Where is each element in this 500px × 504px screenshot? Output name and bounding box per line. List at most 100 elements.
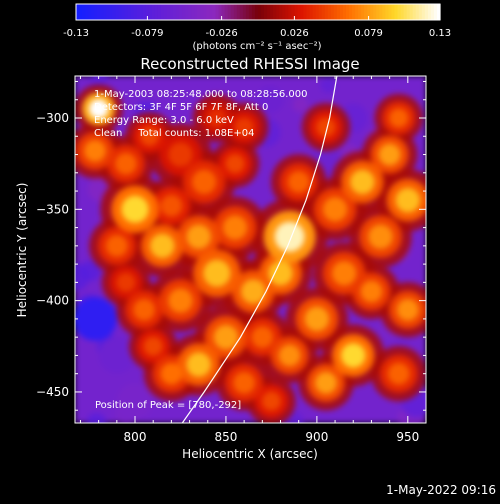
colorbar-segment — [170, 4, 174, 20]
colorbar-frame — [75, 3, 441, 21]
heatmap-source-core — [234, 117, 254, 137]
heatmap-source-core — [89, 99, 109, 119]
colorbar-segment — [127, 4, 132, 20]
heatmap-source-core — [160, 194, 183, 217]
heatmap-source-core — [396, 298, 419, 321]
colorbar-segment — [224, 4, 229, 20]
colorbar-segment — [97, 4, 101, 20]
colorbar-segment — [330, 4, 335, 20]
colorbar-segment — [258, 4, 262, 20]
colorbar-segment — [106, 4, 110, 20]
heatmap-cold-spot — [116, 382, 154, 420]
colorbar-segment — [309, 4, 314, 20]
colorbar-segment — [318, 4, 323, 20]
colorbar-segment — [403, 4, 408, 20]
annotation-clean-counts: Clean Total counts: 1.08E+04 — [94, 128, 254, 139]
colorbar-segment — [197, 4, 201, 20]
colorbar-segment — [227, 4, 232, 20]
heatmap-source-core — [331, 260, 357, 286]
heatmap-source-core — [268, 260, 293, 286]
y-tick-label: −300 — [36, 111, 69, 125]
colorbar-segment — [415, 4, 420, 20]
y-tick-label: −450 — [36, 385, 69, 399]
colorbar-tick-label: 0.026 — [280, 28, 309, 39]
heatmap-source-core — [207, 108, 227, 128]
colorbar-segment — [242, 4, 247, 20]
colorbar-segment — [321, 4, 326, 20]
annotation-detectors: Detectors: 3F 4F 5F 6F 7F 8F, Att 0 — [94, 102, 268, 113]
heatmap-source-core — [389, 108, 409, 128]
heatmap-source-core — [186, 224, 211, 249]
x-tick-label: 850 — [214, 430, 237, 444]
colorbar-segment — [388, 4, 393, 20]
plot-frame — [74, 75, 427, 424]
colorbar-segment — [85, 4, 89, 20]
heatmap-source-core — [203, 259, 231, 287]
colorbar-segment — [264, 4, 268, 20]
colorbar-tick-label: -0.026 — [205, 28, 237, 39]
colorbar-segment — [324, 4, 329, 20]
colorbar-segment — [306, 4, 311, 20]
colorbar-segment — [373, 4, 377, 20]
heatmap-source-core — [316, 117, 336, 137]
colorbar-segment — [100, 4, 104, 20]
colorbar-segment — [160, 4, 165, 20]
colorbar-segment — [142, 4, 147, 20]
x-tick-label: 900 — [305, 430, 328, 444]
colorbar-segment — [376, 4, 380, 20]
colorbar-segment — [233, 4, 238, 20]
colorbar-segment — [221, 4, 226, 20]
colorbar-segment — [361, 4, 365, 20]
colorbar-segment — [379, 4, 383, 20]
colorbar-segment — [285, 4, 289, 20]
heatmap-source-core — [240, 279, 266, 304]
heatmap-source-core — [115, 152, 137, 175]
heatmap-source-core — [368, 224, 393, 249]
heatmap-source-core — [261, 391, 281, 411]
colorbar-segment — [79, 4, 83, 20]
heatmap-layer — [75, 76, 426, 423]
colorbar-segment — [91, 4, 95, 20]
colorbar-tick-label: 0.13 — [429, 28, 451, 39]
annotation-time-range: 1-May-2003 08:25:48.000 to 08:28:56.000 — [94, 89, 307, 100]
footer-timestamp: 1-May-2022 09:16 — [386, 483, 496, 497]
heatmap-source-core — [116, 272, 136, 292]
colorbar-segment — [133, 4, 138, 20]
colorbar-segment — [115, 4, 120, 20]
colorbar-segment — [157, 4, 162, 20]
colorbar-segment — [345, 4, 350, 20]
heatmap-source-core — [287, 171, 310, 193]
heatmap-source-core — [84, 139, 106, 162]
colorbar-segment — [124, 4, 129, 20]
heatmap-source-core — [278, 344, 301, 367]
heatmap-source-core — [274, 221, 305, 252]
colorbar-segment — [342, 4, 347, 20]
colorbar-segment — [367, 4, 371, 20]
colorbar-segment — [336, 4, 341, 20]
colorbar-tick-label: 0.079 — [354, 28, 383, 39]
colorbar-segment — [349, 4, 353, 20]
colorbar-segment — [121, 4, 126, 20]
heatmap-source-core — [133, 298, 156, 321]
colorbar-segment — [248, 4, 253, 20]
colorbar-segment — [112, 4, 117, 20]
colorbar-segment — [145, 4, 150, 20]
colorbar-segment — [339, 4, 344, 20]
colorbar-segment — [188, 4, 192, 20]
colorbar-segment — [167, 4, 171, 20]
colorbar-segment — [76, 4, 80, 20]
axis-ticks: 800 850 900 950 −300 −350 −400 −450 — [36, 76, 426, 444]
heatmap-cold-spot — [98, 337, 136, 374]
colorbar-segment — [430, 4, 435, 20]
colorbar-segment — [303, 4, 308, 20]
colorbar-segment — [333, 4, 338, 20]
colorbar-segment — [279, 4, 283, 20]
heatmap-source-core — [150, 233, 175, 259]
colorbar-segment — [312, 4, 317, 20]
colorbar-segment — [267, 4, 271, 20]
solar-limb-line — [181, 76, 338, 423]
colorbar-segment — [103, 4, 107, 20]
colorbar-segment — [300, 4, 305, 20]
colorbar-segment — [88, 4, 92, 20]
